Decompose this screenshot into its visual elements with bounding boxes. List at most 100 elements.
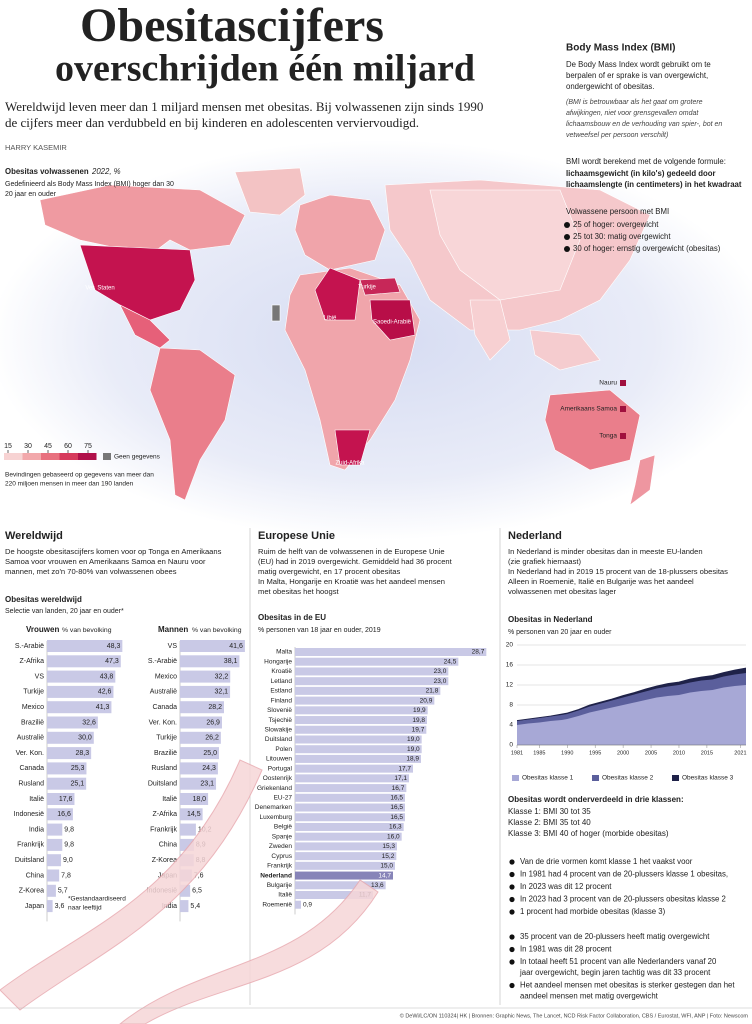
value-label: 32,2 xyxy=(215,673,229,680)
value-label: 14,5 xyxy=(187,811,201,818)
island-label: Nauru xyxy=(599,380,617,387)
bullet-dot xyxy=(509,982,515,989)
value-label: 19,0 xyxy=(407,746,420,753)
bmi-legend-title: Volwassene persoon met BMI xyxy=(566,207,669,216)
value-label: 9,8 xyxy=(64,826,74,833)
bullet-dot xyxy=(509,934,515,940)
chart-title: Obesitas in de EU xyxy=(258,613,326,622)
intro: de cijfers meer dan verdubbeld en bij ki… xyxy=(5,115,419,130)
value-label: 16,5 xyxy=(390,804,403,811)
value-label: 9,8 xyxy=(64,842,74,849)
y-tick-label: 12 xyxy=(506,682,514,689)
value-label: 7,8 xyxy=(61,872,71,879)
category-label: Luxemburg xyxy=(259,814,292,821)
legend-label: Obesitas klasse 3 xyxy=(682,775,734,782)
bullet-text: In 2023 had 3 procent van de 20-plussers… xyxy=(520,895,726,904)
category-label: Brazilië xyxy=(21,719,44,726)
bar xyxy=(180,823,196,836)
bar xyxy=(295,754,421,763)
value-label: 42,6 xyxy=(98,689,112,696)
category-label: Cyprus xyxy=(271,853,292,860)
chart-title: Obesitas in Nederland xyxy=(508,615,593,624)
value-label: 25,3 xyxy=(71,765,85,772)
category-label: Rusland xyxy=(18,781,44,788)
area-fill xyxy=(517,668,746,721)
bar xyxy=(295,881,386,890)
bar xyxy=(47,747,92,760)
area-top-line xyxy=(516,667,747,721)
bar xyxy=(47,701,112,714)
bar xyxy=(47,762,87,775)
tape-measure xyxy=(0,759,263,1011)
bar xyxy=(47,655,121,668)
value-label: 17,6 xyxy=(59,796,73,803)
category-label: Frankrijk xyxy=(267,863,293,870)
bar xyxy=(295,667,449,676)
bmi-note: vetweefsel per persoon verschilt) xyxy=(566,132,668,139)
section-heading: Nederland xyxy=(508,530,562,542)
footer: © DeWi/LC/ON 110324| HK | Bronnen: Graph… xyxy=(400,1012,749,1019)
category-label: China xyxy=(159,842,177,849)
bmi-note: afwijkingen, niet voor grensgevallen omd… xyxy=(566,110,699,117)
x-tick-label: 1981 xyxy=(511,750,523,756)
bullet-dot xyxy=(509,871,515,878)
value-label: 18,9 xyxy=(406,756,419,763)
category-label: Frankrijk xyxy=(150,826,177,833)
map-label: Saoedi-Arabië xyxy=(373,320,412,326)
bullet-text: aandeel mensen met matig overgewicht xyxy=(520,992,659,1001)
map-subtitle: Gedefinieerd als Body Mass Index (BMI) h… xyxy=(5,181,174,188)
bar xyxy=(47,900,53,913)
bar xyxy=(295,735,422,744)
bar xyxy=(295,842,397,851)
bar xyxy=(47,793,75,805)
value-label: 19,7 xyxy=(412,726,425,733)
chart-title: Vrouwen xyxy=(26,625,59,634)
legend-swatch xyxy=(592,775,599,781)
value-label: 16,6 xyxy=(57,811,71,818)
bullet-text: In 2023 was dit 12 procent xyxy=(520,882,612,891)
category-label: Zweden xyxy=(269,843,293,850)
bullet-text: 1 procent had morbide obesitas (klasse 3… xyxy=(520,907,666,916)
value-label: 18,0 xyxy=(192,796,206,803)
bullet-dot xyxy=(509,859,515,865)
bar xyxy=(47,823,63,836)
bar xyxy=(47,884,56,897)
chart-subtitle: % personen van 20 jaar en ouder xyxy=(508,629,612,636)
value-label: 32,6 xyxy=(82,719,96,726)
category-label: Australië xyxy=(150,689,177,696)
bullet-dot xyxy=(509,946,515,953)
bullet-text: In 1981 was dit 28 procent xyxy=(520,945,612,954)
category-label: Slovenië xyxy=(267,707,292,714)
value-label: 32,1 xyxy=(214,689,228,696)
island-marker xyxy=(620,433,626,439)
category-label: Z-Korea xyxy=(152,857,177,864)
category-label: Z-Afrika xyxy=(20,658,45,665)
bar xyxy=(47,808,73,821)
map-label: Zuid-Afrika xyxy=(335,461,365,467)
legend-label: Obesitas klasse 2 xyxy=(602,775,654,782)
map-label: Ver. Staten xyxy=(85,286,114,292)
category-label: Frankrijk xyxy=(17,842,44,849)
category-label: Z-Korea xyxy=(19,888,44,895)
bmi-text: De Body Mass Index wordt gebruikt om te xyxy=(566,60,711,69)
bar xyxy=(295,725,427,734)
value-label: 41,6 xyxy=(229,643,243,650)
value-label: 5,4 xyxy=(190,903,200,910)
klasse-line: Klasse 3: BMI 40 of hoger (morbide obesi… xyxy=(508,829,669,838)
value-label: 6,5 xyxy=(192,888,202,895)
bullet-text: Het aandeel mensen met obesitas is sterk… xyxy=(520,981,735,990)
value-label: 28,2 xyxy=(208,704,222,711)
bar xyxy=(47,838,63,851)
section-text: matig overgewicht, en 17 procent obesita… xyxy=(258,567,400,576)
bar xyxy=(295,745,422,754)
scale-block xyxy=(4,453,23,460)
category-label: Litouwen xyxy=(266,756,292,763)
area-fill xyxy=(517,685,746,745)
scale-tick-label: 30 xyxy=(24,443,32,450)
section-text: Ruim de helft van de volwassenen in de E… xyxy=(258,547,445,556)
x-tick-label: 1995 xyxy=(589,750,601,756)
bar xyxy=(180,777,217,790)
bar xyxy=(295,861,395,870)
category-label: Denemarken xyxy=(255,804,293,811)
bar xyxy=(47,731,94,744)
